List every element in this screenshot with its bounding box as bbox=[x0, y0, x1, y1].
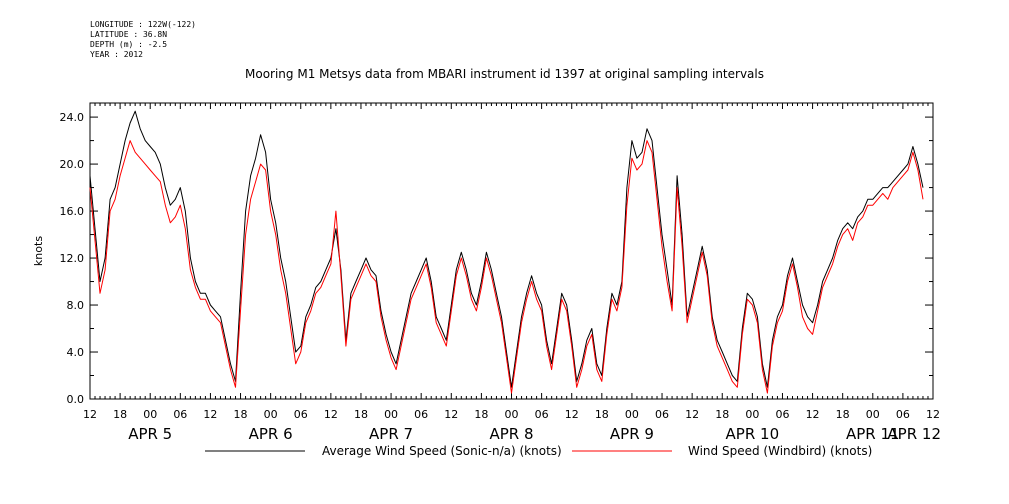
meta-depth: DEPTH (m) : -2.5 bbox=[90, 40, 168, 49]
x-hour-label: 12 bbox=[444, 408, 458, 421]
meta-longitude: LONGITUDE : 122W(-122) bbox=[90, 20, 196, 29]
x-day-label: APR 7 bbox=[369, 425, 413, 443]
x-hour-label: 12 bbox=[203, 408, 217, 421]
x-hour-label: 06 bbox=[655, 408, 669, 421]
y-tick-label: 0.0 bbox=[67, 393, 85, 406]
x-hour-label: 18 bbox=[595, 408, 609, 421]
metadata-block: LONGITUDE : 122W(-122) LATITUDE : 36.8N … bbox=[90, 20, 196, 60]
x-hour-label: 06 bbox=[775, 408, 789, 421]
y-tick-label: 8.0 bbox=[67, 299, 85, 312]
x-hour-label: 12 bbox=[685, 408, 699, 421]
x-hour-label: 06 bbox=[896, 408, 910, 421]
x-hour-label: 06 bbox=[294, 408, 308, 421]
y-tick-label: 20.0 bbox=[60, 158, 85, 171]
x-hour-label: 00 bbox=[745, 408, 759, 421]
x-hour-label: 00 bbox=[264, 408, 278, 421]
x-day-label: APR 12 bbox=[887, 425, 941, 443]
x-hour-label: 00 bbox=[143, 408, 157, 421]
x-hour-label: 12 bbox=[324, 408, 338, 421]
x-hour-label: 06 bbox=[414, 408, 428, 421]
x-day-label: APR 9 bbox=[610, 425, 654, 443]
y-tick-label: 24.0 bbox=[60, 111, 85, 124]
x-hour-label: 12 bbox=[926, 408, 940, 421]
x-hour-label: 00 bbox=[384, 408, 398, 421]
series-line-windbird-wind-speed bbox=[89, 140, 924, 394]
x-day-label: APR 6 bbox=[249, 425, 293, 443]
x-hour-label: 18 bbox=[113, 408, 127, 421]
x-hour-label: 18 bbox=[715, 408, 729, 421]
meta-year: YEAR : 2012 bbox=[90, 50, 143, 59]
x-hour-label: 18 bbox=[836, 408, 850, 421]
y-tick-label: 16.0 bbox=[60, 205, 85, 218]
y-tick-label: 12.0 bbox=[60, 252, 85, 265]
x-hour-label: 12 bbox=[806, 408, 820, 421]
x-day-label: APR 8 bbox=[489, 425, 533, 443]
legend-label-average: Average Wind Speed (Sonic-n/a) (knots) bbox=[322, 444, 562, 458]
series-line-average-wind-speed bbox=[89, 110, 924, 388]
x-hour-label: 18 bbox=[234, 408, 248, 421]
x-hour-label: 06 bbox=[535, 408, 549, 421]
x-day-label: APR 11 bbox=[846, 425, 900, 443]
x-hour-label: 00 bbox=[866, 408, 880, 421]
x-hour-label: 18 bbox=[474, 408, 488, 421]
x-hour-label: 00 bbox=[625, 408, 639, 421]
x-hour-label: 06 bbox=[173, 408, 187, 421]
x-hour-label: 18 bbox=[354, 408, 368, 421]
x-hour-label: 12 bbox=[83, 408, 97, 421]
legend-label-windbird: Wind Speed (Windbird) (knots) bbox=[688, 444, 872, 458]
x-day-label: APR 5 bbox=[128, 425, 172, 443]
x-hour-label: 00 bbox=[505, 408, 519, 421]
y-axis-label: knots bbox=[32, 236, 45, 266]
meta-latitude: LATITUDE : 36.8N bbox=[90, 30, 168, 39]
plot-frame bbox=[89, 102, 934, 400]
chart-title: Mooring M1 Metsys data from MBARI instru… bbox=[245, 67, 764, 81]
y-tick-label: 4.0 bbox=[67, 346, 85, 359]
x-day-label: APR 10 bbox=[726, 425, 780, 443]
x-hour-label: 12 bbox=[565, 408, 579, 421]
